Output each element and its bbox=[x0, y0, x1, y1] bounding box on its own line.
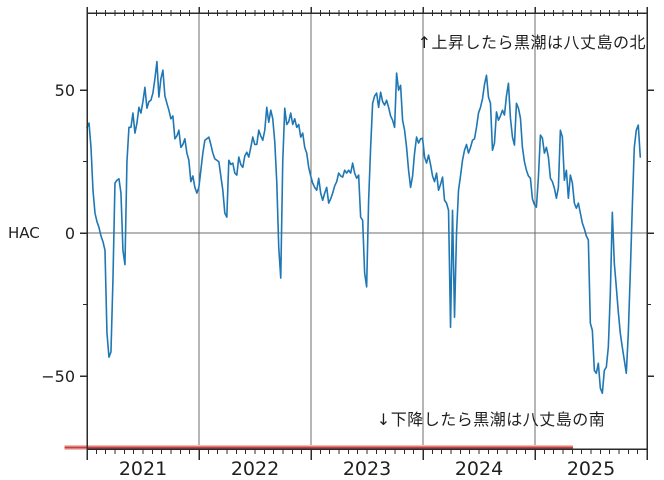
y-tick-label: −50 bbox=[41, 367, 75, 386]
x-tick-label: 2022 bbox=[231, 458, 279, 480]
axis-tick-labels: 50 0 −50 2021 2022 2023 2024 2025 bbox=[41, 81, 615, 480]
annotation-top-north: ↑上昇したら黒潮は八丈島の北 bbox=[418, 33, 646, 52]
x-tick-label: 2021 bbox=[119, 458, 167, 480]
hac-line bbox=[86, 60, 642, 395]
y-axis-label: HAC bbox=[8, 224, 40, 242]
x-tick-label: 2025 bbox=[567, 458, 615, 480]
y-tick-label: 50 bbox=[55, 81, 75, 100]
annotation-bottom-south: ↓下降したら黒潮は八丈島の南 bbox=[377, 410, 605, 429]
axes-spines bbox=[86, 12, 648, 450]
axis-ticks bbox=[80, 7, 654, 460]
x-tick-label: 2023 bbox=[343, 458, 391, 480]
x-tick-label: 2024 bbox=[455, 458, 503, 480]
y-tick-label: 0 bbox=[65, 224, 75, 243]
gridlines bbox=[87, 13, 647, 449]
hac-line-series bbox=[86, 60, 642, 395]
